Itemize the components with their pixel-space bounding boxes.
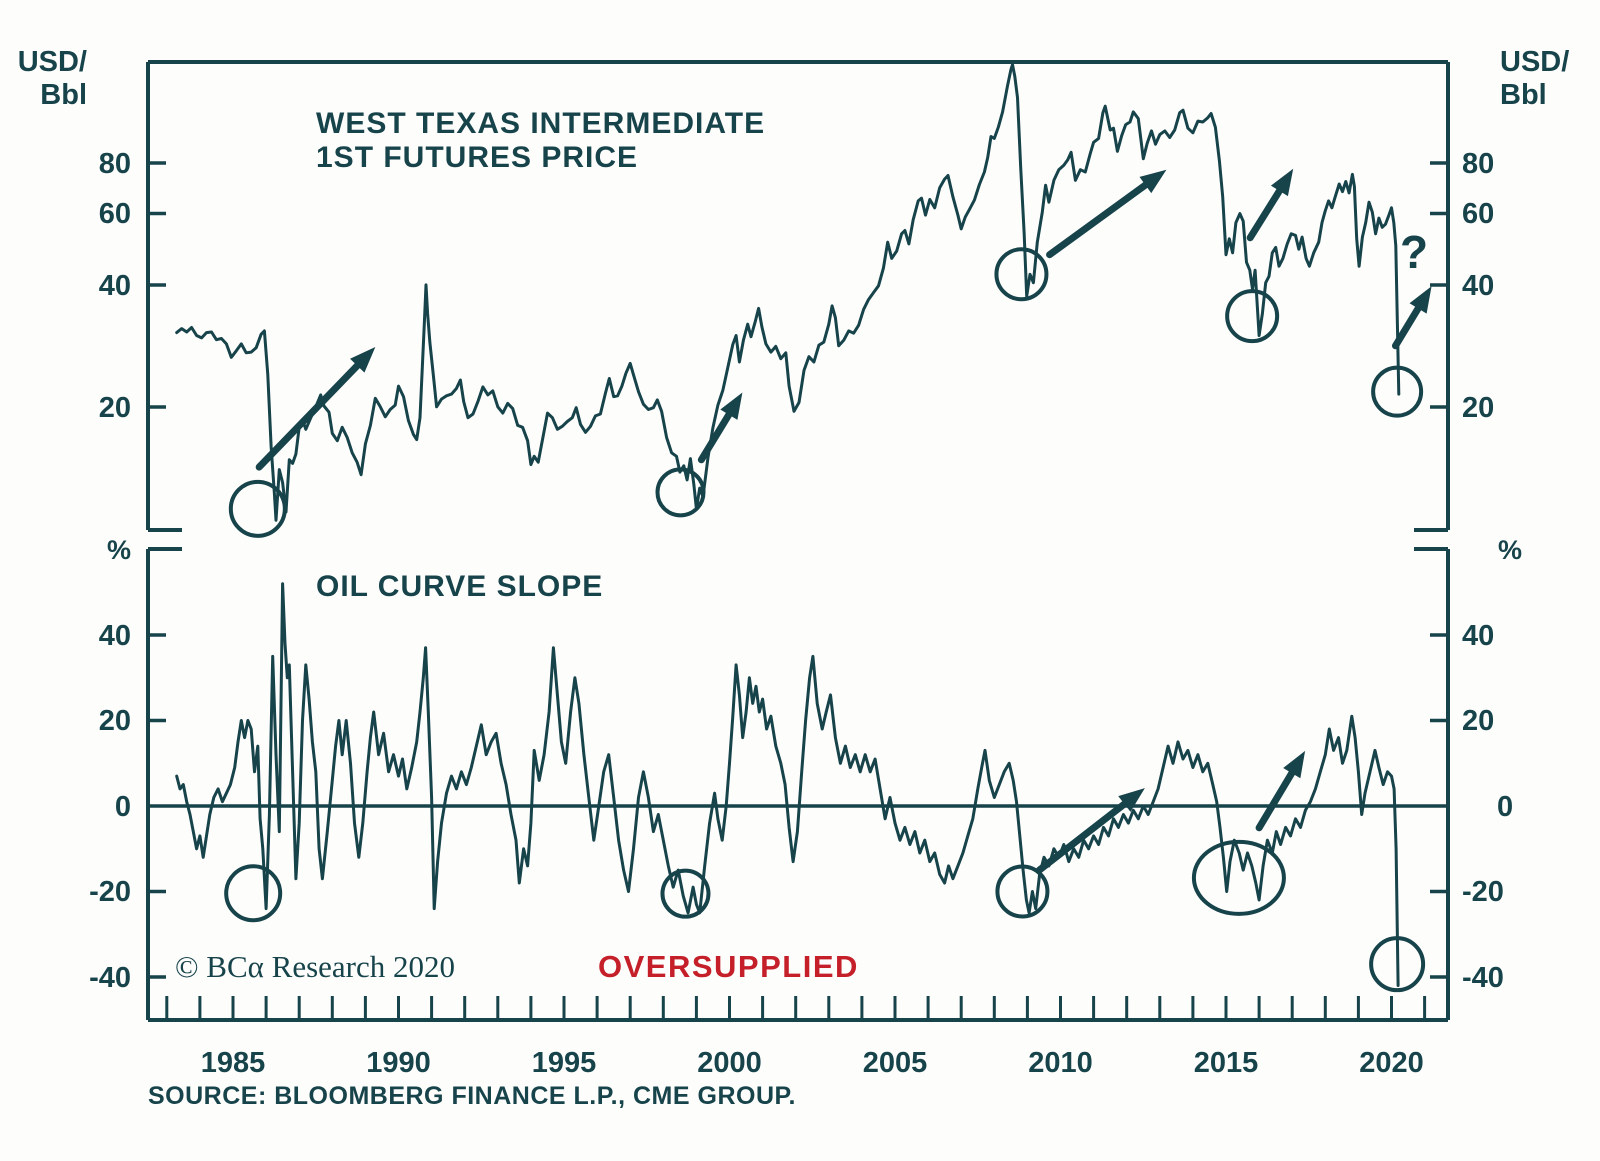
ytick-label: -20 [1462, 876, 1504, 908]
x-minor-ticks [165, 996, 1427, 1020]
ytick-label: 40 [99, 620, 131, 652]
annotation-layer [224, 168, 1432, 993]
oversupplied-label: OVERSUPPLIED [598, 949, 859, 984]
ytick-label: 40 [99, 270, 131, 302]
recovery-arrow-head [1283, 750, 1306, 779]
top-right-unit-usd: USD/ [1500, 46, 1569, 78]
ytick-label: 60 [99, 198, 131, 230]
trough-circle [224, 864, 283, 923]
wti-price-line [175, 63, 1401, 522]
top-panel-left-ticks [148, 161, 166, 409]
trough-circle [1369, 936, 1426, 993]
recovery-arrow-shaft [1246, 180, 1288, 242]
bottom-panel-sides [146, 547, 1450, 1020]
recovery-arrow-head [350, 347, 376, 373]
ytick-label: 20 [99, 392, 131, 424]
recovery-arrow-shaft [1035, 795, 1135, 874]
xtick-label: 2005 [863, 1047, 928, 1079]
recovery-arrow-shaft [697, 404, 737, 464]
ytick-label: -20 [89, 876, 131, 908]
y-ticks [148, 161, 1448, 979]
recovery-arrow-head [720, 392, 743, 420]
source-note: SOURCE: BLOOMBERG FINANCE L.P., CME GROU… [148, 1082, 796, 1110]
trough-circle [660, 868, 711, 919]
xtick-label: 2000 [697, 1047, 762, 1079]
recovery-arrow-shaft [1255, 762, 1300, 832]
ytick-label: -40 [1462, 962, 1504, 994]
recovery-arrow-shaft [1046, 176, 1156, 259]
top-panel-title-line2: 1ST FUTURES PRICE [316, 141, 638, 174]
recovery-arrow-shaft [255, 356, 367, 471]
trough-circle [994, 247, 1049, 302]
ytick-label: 60 [1462, 198, 1494, 230]
bottom-left-unit-pct: % [107, 535, 131, 565]
question-mark-annotation: ? [1400, 226, 1428, 278]
ytick-label: -40 [89, 962, 131, 994]
bottom-right-unit-pct: % [1498, 535, 1522, 565]
ytick-label: 80 [99, 148, 131, 180]
xtick-label: 1995 [532, 1047, 597, 1079]
bottom-panel-left-ticks [148, 633, 166, 979]
oil-curve-slope-line [175, 582, 1400, 987]
bottom-panel-title: OIL CURVE SLOPE [316, 570, 603, 603]
ytick-label: 40 [1462, 620, 1494, 652]
xtick-label: 1990 [366, 1047, 431, 1079]
top-left-unit-bbl: Bbl [40, 79, 87, 111]
ytick-label: 20 [99, 705, 131, 737]
recovery-arrow-head [1270, 168, 1294, 197]
recovery-arrow-head [1139, 169, 1167, 194]
ytick-label: 40 [1462, 270, 1494, 302]
ytick-label: 80 [1462, 148, 1494, 180]
xtick-label: 2020 [1359, 1047, 1424, 1079]
copyright-notice: © BCα Research 2020 [175, 949, 455, 984]
recovery-arrow-shaft [1391, 298, 1426, 350]
ytick-label: 0 [1497, 791, 1513, 823]
top-panel-right-ticks [1430, 161, 1448, 409]
trough-circle [995, 864, 1050, 919]
top-panel-title-line1: WEST TEXAS INTERMEDIATE [316, 107, 765, 140]
ytick-label: 20 [1462, 392, 1494, 424]
bottom-panel-right-ticks [1430, 633, 1448, 979]
top-panel-sides [146, 62, 1450, 532]
ytick-label: 0 [115, 791, 131, 823]
trough-circle [655, 467, 706, 518]
recovery-arrow-head [1118, 788, 1145, 812]
xtick-label: 2015 [1194, 1047, 1259, 1079]
trough-circle [1225, 289, 1280, 344]
ytick-label: 20 [1462, 705, 1494, 737]
recovery-arrow-head [1409, 286, 1432, 314]
top-right-unit-bbl: Bbl [1500, 79, 1547, 111]
xtick-label: 1985 [201, 1047, 266, 1079]
trough-ellipse [1191, 839, 1286, 916]
xtick-label: 2010 [1028, 1047, 1093, 1079]
series-layer [175, 63, 1401, 987]
trough-circle [228, 479, 287, 538]
trough-circle [1371, 365, 1424, 418]
top-left-unit-usd: USD/ [18, 46, 87, 78]
